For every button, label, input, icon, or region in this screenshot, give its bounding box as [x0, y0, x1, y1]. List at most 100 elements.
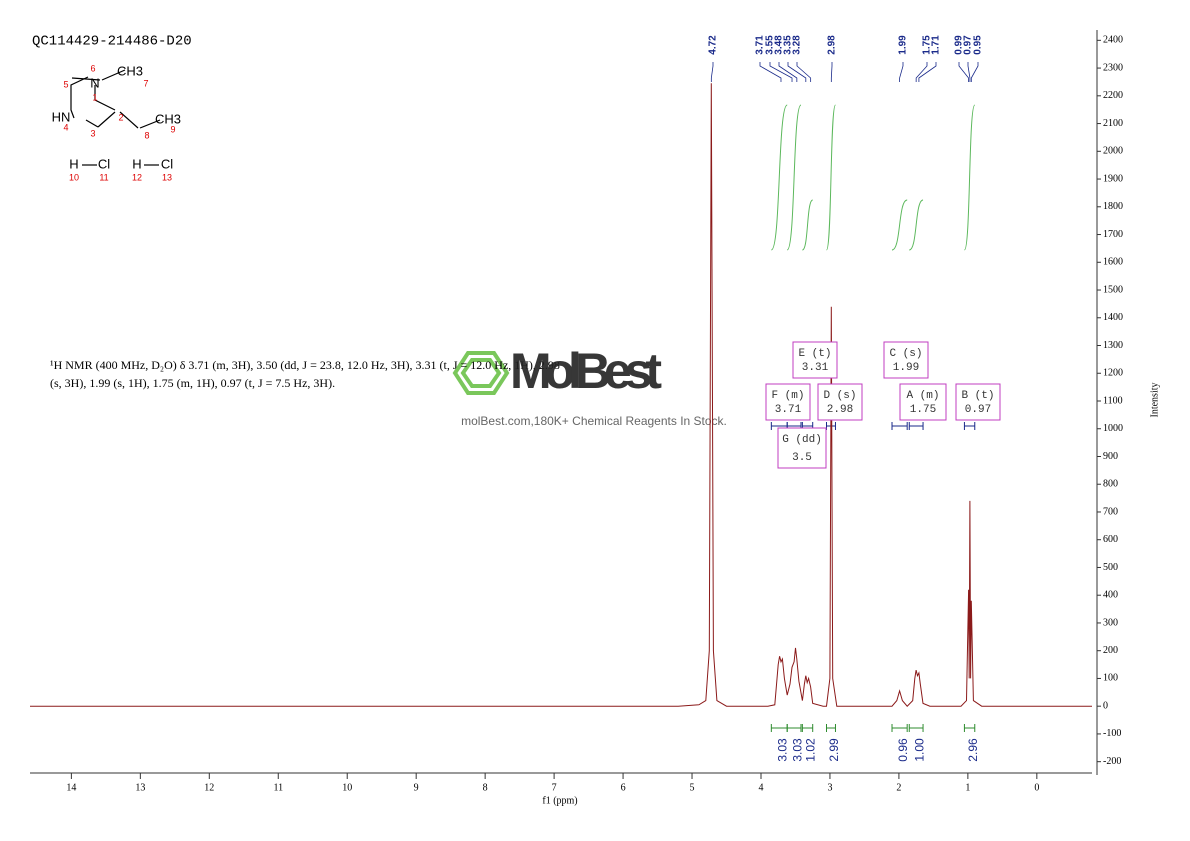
- multiplet-box: [955, 383, 1001, 421]
- y-tick-label: 100: [1103, 673, 1118, 684]
- x-tick-label: 7: [552, 782, 557, 793]
- multiplet-label: G (dd): [782, 434, 822, 446]
- atom-number: 11: [99, 172, 108, 182]
- integral-bracket: [770, 724, 788, 732]
- structure-bonds: [70, 69, 161, 166]
- integral-label: 0.96: [896, 738, 910, 762]
- atom-label: HN: [52, 109, 71, 124]
- multiplet-label: E (t): [798, 348, 831, 360]
- multiplet-shift: 3.71: [775, 404, 802, 416]
- x-axis-label: f1 (ppm): [542, 795, 577, 806]
- atom-number: 3: [90, 128, 95, 138]
- watermark-logo: [452, 351, 510, 395]
- nmr-description: (s, 3H), 1.99 (s, 1H), 1.75 (m, 1H), 0.9…: [50, 376, 335, 390]
- multiplet-range: [891, 422, 908, 430]
- integral-label: 1.00: [912, 738, 926, 762]
- y-tick-label: 200: [1103, 645, 1118, 656]
- atom-number: 10: [69, 172, 79, 182]
- y-tick-label: 1100: [1103, 395, 1123, 406]
- atom-number: 2: [118, 112, 123, 122]
- chart-title: QC114429-214486-D20: [32, 34, 192, 50]
- multiplet-shift: 3.5: [792, 452, 812, 464]
- integral-label: 2.99: [827, 738, 841, 762]
- atom-label: H: [132, 156, 141, 171]
- y-tick-label: -100: [1103, 728, 1121, 739]
- y-tick-label: 1400: [1103, 312, 1123, 323]
- integral-bracket: [786, 724, 802, 732]
- peak-label: 1.75: [922, 35, 933, 55]
- atom-label: H: [69, 156, 78, 171]
- y-tick-label: 1200: [1103, 368, 1123, 379]
- x-tick-label: 11: [273, 782, 283, 793]
- atom-number: 5: [63, 79, 68, 89]
- y-tick-label: 1000: [1103, 423, 1123, 434]
- peak-label: 1.71: [931, 35, 942, 55]
- peak-connector: [918, 62, 937, 82]
- y-tick-label: 1500: [1103, 284, 1123, 295]
- atom-number: 9: [170, 124, 175, 134]
- atom-label: CH3: [155, 111, 181, 126]
- nmr-description: ¹H NMR (400 MHz, D₂O) δ 3.71 (m, 3H), 3.…: [50, 358, 560, 372]
- integral-label: 3.03: [790, 738, 804, 762]
- peak-connector: [830, 62, 833, 82]
- integral-curve: [786, 104, 802, 251]
- integral-curve: [891, 199, 908, 251]
- x-tick-label: 12: [204, 782, 214, 793]
- multiplet-label: C (s): [889, 348, 922, 360]
- y-tick-label: 1900: [1103, 173, 1123, 184]
- multiplet-label: B (t): [961, 390, 994, 402]
- peak-label: 2.98: [827, 35, 838, 55]
- x-tick-label: 3: [827, 782, 832, 793]
- atom-label: Cl: [161, 156, 173, 171]
- atom-number: 6: [90, 63, 95, 73]
- y-tick-label: 1800: [1103, 201, 1123, 212]
- x-tick-label: 2: [896, 782, 901, 793]
- y-tick-label: 400: [1103, 590, 1118, 601]
- y-tick-label: 600: [1103, 534, 1118, 545]
- y-tick-label: 900: [1103, 451, 1118, 462]
- y-tick-label: 2300: [1103, 62, 1123, 73]
- peak-connector: [710, 62, 714, 82]
- x-tick-label: 1: [965, 782, 970, 793]
- peak-connector: [967, 62, 971, 82]
- multiplet-shift: 3.31: [802, 362, 829, 374]
- integral-curve: [770, 104, 788, 251]
- peak-connector: [796, 62, 812, 82]
- integral-curve: [908, 199, 924, 251]
- multiplet-box: [777, 427, 827, 469]
- y-tick-label: 2400: [1103, 35, 1123, 46]
- y-tick-label: 1600: [1103, 257, 1123, 268]
- multiplet-label: A (m): [906, 390, 939, 402]
- y-tick-label: 2000: [1103, 146, 1123, 157]
- atom-number: 4: [63, 122, 68, 132]
- multiplet-range: [908, 422, 924, 430]
- x-tick-label: 8: [483, 782, 488, 793]
- y-tick-label: 1300: [1103, 340, 1123, 351]
- atom-label: Cl: [98, 156, 110, 171]
- integral-bracket: [963, 724, 976, 732]
- atom-number: 13: [162, 172, 172, 182]
- x-tick-label: 13: [135, 782, 145, 793]
- multiplet-shift: 1.99: [893, 362, 919, 374]
- integral-bracket: [801, 724, 814, 732]
- integral-curve: [801, 199, 814, 251]
- integral-label: 3.03: [775, 738, 789, 762]
- y-tick-label: 2100: [1103, 118, 1123, 129]
- watermark-brand: MolBest: [510, 343, 662, 399]
- integral-label: 1.02: [804, 738, 818, 762]
- multiplet-box: [792, 341, 838, 379]
- x-tick-label: 0: [1034, 782, 1039, 793]
- multiplet-shift: 0.97: [965, 404, 991, 416]
- multiplet-shift: 1.75: [910, 404, 936, 416]
- peak-connector: [769, 62, 793, 82]
- multiplet-box: [883, 341, 929, 379]
- multiplet-box: [817, 383, 863, 421]
- integral-curve: [826, 104, 836, 251]
- peak-label: 4.72: [708, 35, 719, 55]
- y-tick-label: 500: [1103, 562, 1118, 573]
- peak-label: 3.55: [765, 35, 776, 55]
- peak-connector: [899, 62, 904, 82]
- peak-connector: [759, 62, 782, 82]
- integral-bracket: [891, 724, 908, 732]
